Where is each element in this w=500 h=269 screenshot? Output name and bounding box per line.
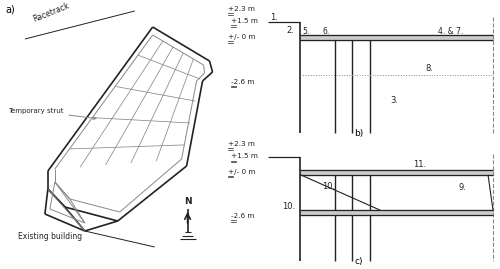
Text: +2.3 m: +2.3 m bbox=[228, 141, 256, 147]
Text: 9.: 9. bbox=[458, 183, 466, 192]
Text: Temporary strut: Temporary strut bbox=[8, 108, 96, 119]
Text: 6.: 6. bbox=[322, 27, 330, 36]
Text: b): b) bbox=[354, 129, 363, 138]
Text: 8.: 8. bbox=[425, 63, 433, 73]
Text: 10.: 10. bbox=[322, 182, 336, 191]
Text: +/- 0 m: +/- 0 m bbox=[228, 169, 256, 175]
Text: +1.5 m: +1.5 m bbox=[232, 18, 258, 24]
Text: Racetrack: Racetrack bbox=[32, 1, 71, 24]
Text: a): a) bbox=[5, 4, 15, 14]
Text: +1.5 m: +1.5 m bbox=[232, 154, 258, 160]
Text: 11.: 11. bbox=[413, 160, 426, 169]
Text: c): c) bbox=[354, 257, 362, 266]
Text: 3.: 3. bbox=[390, 96, 398, 105]
Text: +2.3 m: +2.3 m bbox=[228, 6, 256, 12]
Text: -2.6 m: -2.6 m bbox=[232, 79, 255, 85]
Text: -2.6 m: -2.6 m bbox=[232, 213, 255, 219]
Text: Existing building: Existing building bbox=[18, 232, 82, 241]
Text: N: N bbox=[184, 197, 192, 206]
Text: 5.: 5. bbox=[302, 27, 310, 36]
Text: 4. & 7.: 4. & 7. bbox=[438, 27, 464, 36]
Text: 1.: 1. bbox=[270, 13, 278, 22]
Text: +/- 0 m: +/- 0 m bbox=[228, 34, 256, 40]
Text: 2.: 2. bbox=[286, 26, 294, 35]
Text: 10.: 10. bbox=[282, 202, 296, 211]
